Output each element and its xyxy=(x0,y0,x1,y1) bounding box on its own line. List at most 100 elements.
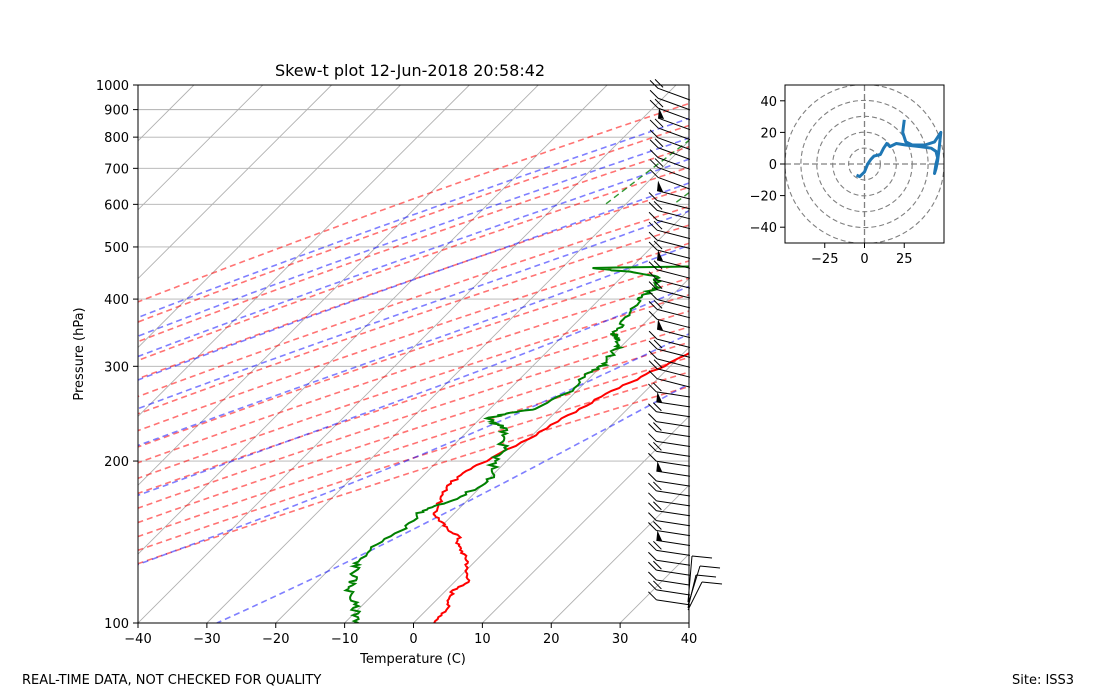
wind-barb-feather xyxy=(695,574,717,578)
y-tick-label: 500 xyxy=(104,241,129,256)
wind-barb-feather xyxy=(649,99,659,109)
wind-barb-feather xyxy=(648,541,657,551)
wind-barb-feather xyxy=(648,330,658,340)
wind-barb-pennant xyxy=(656,530,663,542)
wind-barb-feather xyxy=(654,98,664,108)
wind-barb-feather xyxy=(653,481,662,491)
wind-barb-feather xyxy=(648,202,658,211)
x-tick-label: 0 xyxy=(409,632,417,647)
wind-barb-feather xyxy=(649,169,659,178)
y-tick-label: 300 xyxy=(104,360,129,375)
wind-barb-feather xyxy=(648,211,658,221)
mixing-ratio-line xyxy=(965,85,1100,204)
chart-title: Skew-t plot 12-Jun-2018 20:58:42 xyxy=(275,61,545,80)
wind-barb-feather xyxy=(653,521,662,530)
wind-barb-feather xyxy=(648,442,657,452)
mixing-ratio-line xyxy=(981,85,1100,204)
wind-barb xyxy=(656,559,691,566)
data-quality-notice: REAL-TIME DATA, NOT CHECKED FOR QUALITY xyxy=(22,673,322,688)
wind-barb-feather xyxy=(648,551,657,561)
dry-adiabat-line xyxy=(138,277,689,464)
isotherm-line xyxy=(688,622,689,623)
wind-barb xyxy=(656,229,691,240)
wind-barb-feather xyxy=(648,522,657,531)
wind-barb xyxy=(656,450,691,457)
wind-barb-feather xyxy=(653,359,663,369)
y-tick-label: 1000 xyxy=(96,79,129,94)
wind-barb xyxy=(656,368,691,378)
hodograph-x-tick-label: 25 xyxy=(896,252,913,267)
hodograph-x-tick-label: 0 xyxy=(860,252,868,267)
wind-barb-feather xyxy=(648,591,657,601)
x-tick-label: 40 xyxy=(681,632,698,647)
temperature-trace xyxy=(432,352,689,623)
dry-adiabat-line xyxy=(138,102,689,303)
wind-barb xyxy=(687,574,697,609)
isotherm-line xyxy=(619,553,689,623)
wind-barb-feather xyxy=(653,220,663,230)
wind-barb-feather xyxy=(654,78,664,88)
wind-barb-feather xyxy=(649,129,659,139)
wind-barb xyxy=(656,269,691,279)
wind-barb xyxy=(657,97,691,111)
dewpoint-trace xyxy=(343,265,689,623)
x-tick-label: −20 xyxy=(262,632,289,647)
wind-barb xyxy=(656,490,691,497)
dry-adiabat-line xyxy=(138,356,689,538)
wind-barb-feather xyxy=(648,370,658,380)
wind-barb-feather xyxy=(648,271,658,281)
wind-barb xyxy=(656,589,691,596)
dry-adiabat-lines xyxy=(138,102,689,565)
dry-adiabat-line xyxy=(138,371,689,552)
wind-barb xyxy=(657,167,691,180)
isotherm-line xyxy=(550,484,689,623)
wind-barb-feather xyxy=(649,139,659,149)
skewt-plot: Skew-t plot 12-Jun-2018 20:58:42 −40 −30−… xyxy=(72,61,1100,667)
wind-barb-feather xyxy=(649,79,659,89)
isotherm-line xyxy=(138,85,608,555)
moist-adiabat-line xyxy=(216,382,689,623)
wind-barb-feather xyxy=(653,540,662,550)
dry-adiabat-line xyxy=(138,260,689,448)
wind-barb-pennant xyxy=(657,180,664,192)
moist-adiabat-line xyxy=(138,117,689,319)
x-tick-label: 10 xyxy=(474,632,491,647)
y-tick-label: 400 xyxy=(104,293,129,308)
hodograph-line xyxy=(855,119,943,179)
wind-barb xyxy=(656,289,691,299)
hodograph-plot: −25 0 25 −40 −20 0 20 40 xyxy=(750,84,945,267)
wind-barb xyxy=(656,348,691,358)
wind-barb xyxy=(657,147,691,160)
wind-barb-feather xyxy=(648,482,657,492)
hodograph-axes xyxy=(785,85,944,243)
hodograph-ticks: −25 0 25 −40 −20 0 20 40 xyxy=(750,95,913,267)
x-tick-label: 20 xyxy=(543,632,560,647)
y-tick-label: 600 xyxy=(104,198,129,213)
wind-barb xyxy=(656,510,691,517)
mixing-ratio-line xyxy=(996,85,1100,204)
wind-barb xyxy=(656,421,691,428)
wind-barb-feather xyxy=(653,580,662,590)
y-tick-label: 200 xyxy=(104,455,129,470)
wind-barb xyxy=(656,259,691,269)
wind-barb-pennant xyxy=(656,391,663,403)
y-axis-label: Pressure (hPa) xyxy=(72,307,87,400)
dry-adiabat-line xyxy=(138,145,689,343)
isotherm-line xyxy=(138,85,332,280)
wind-barb-feather xyxy=(654,118,664,128)
wind-barb xyxy=(656,411,691,418)
wind-barb xyxy=(656,431,691,438)
wind-barb xyxy=(657,117,691,131)
wind-barb-feather xyxy=(648,231,658,241)
wind-barb-feather xyxy=(648,192,658,201)
y-tick-label: 900 xyxy=(104,104,129,119)
wind-barb-pennant xyxy=(656,461,663,473)
mixing-ratio-line xyxy=(729,85,892,204)
isotherm-line xyxy=(275,209,689,623)
wind-barb xyxy=(657,107,691,121)
wind-barb-feather xyxy=(653,300,663,309)
wind-barb xyxy=(656,249,691,259)
wind-barb xyxy=(656,219,691,230)
wind-barb-feather xyxy=(648,502,657,512)
wind-barb-feather xyxy=(653,382,662,392)
